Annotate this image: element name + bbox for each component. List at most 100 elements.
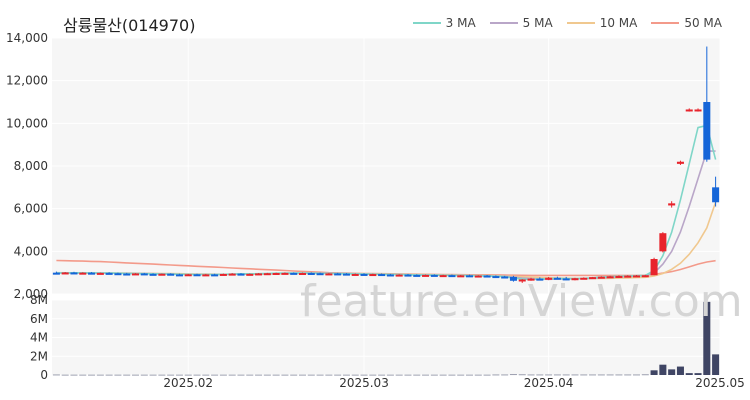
volume-bar: [140, 374, 148, 376]
candle-body: [149, 273, 157, 276]
volume-bar: [175, 374, 183, 376]
volume-bar: [483, 374, 491, 376]
volume-bar: [378, 374, 386, 376]
candle-body: [641, 275, 649, 278]
volume-bar: [202, 374, 210, 376]
candle-body: [79, 272, 87, 275]
volume-bar: [404, 374, 412, 376]
candle-body: [342, 273, 350, 276]
candle-body: [307, 272, 315, 275]
legend-label-ma50: 50 MA: [684, 16, 722, 30]
candle-body: [624, 275, 632, 278]
legend: 3 MA 5 MA 10 MA 50 MA: [412, 16, 722, 30]
candlesticks: [52, 46, 720, 283]
candle-body: [589, 277, 597, 280]
volume-bar: [668, 369, 676, 375]
volume-axis: 0 2M 4M 6M 8M: [30, 293, 48, 382]
candle-body: [712, 187, 720, 203]
volume-bar: [281, 374, 289, 376]
candle-body: [351, 273, 359, 276]
volume-bar: [685, 373, 693, 375]
volume-bar: [571, 374, 579, 376]
watermark: feature.enVieW.com: [300, 276, 743, 327]
candle-body: [140, 273, 148, 276]
candle-body: [553, 277, 561, 280]
volume-bar: [149, 374, 157, 376]
candle-body: [237, 273, 245, 276]
volume-bar: [712, 354, 720, 375]
chart-title: 삼륭물산(014970): [63, 16, 196, 35]
volume-bar: [501, 374, 509, 376]
candle-body: [632, 275, 641, 278]
candle-body: [360, 273, 368, 276]
volume-bar: [589, 374, 597, 376]
volume-bar: [290, 374, 298, 376]
volume-bar: [650, 370, 658, 375]
ma3-line: [56, 124, 717, 281]
volume-bar: [641, 374, 649, 376]
volume-bar: [597, 374, 605, 376]
legend-swatch-ma50: [651, 22, 680, 24]
legend-swatch-ma3: [412, 22, 441, 24]
legend-item-ma50[interactable]: 50 MA: [651, 16, 722, 30]
candle-body: [325, 273, 333, 276]
volume-bar: [395, 374, 403, 376]
volume-bar: [211, 374, 219, 376]
date-tick-label: 2025.02: [163, 376, 213, 390]
price-axis: 2,000 4,000 6,000 8,000 10,000 12,000 14,000: [6, 31, 48, 301]
volume-bar: [88, 374, 96, 376]
volume-bar: [307, 374, 315, 376]
candle-body: [193, 274, 201, 277]
volume-bar: [413, 374, 421, 376]
candle-body: [219, 273, 227, 276]
candle-body: [378, 274, 386, 277]
volume-bar: [96, 374, 104, 376]
candle-body: [668, 203, 676, 206]
volume-bar: [184, 374, 192, 376]
price-tick-label: 6,000: [14, 202, 48, 216]
volume-bar: [272, 374, 280, 376]
date-tick-label: 2025.03: [339, 376, 389, 390]
candle-body: [167, 273, 175, 276]
volume-bar: [457, 374, 465, 376]
candle-body: [448, 275, 456, 278]
price-tick-label: 8,000: [14, 159, 48, 173]
candle-body: [70, 272, 78, 275]
legend-item-ma10[interactable]: 10 MA: [566, 16, 637, 30]
candle-body: [536, 278, 544, 281]
volume-bar: [219, 374, 227, 376]
volume-bar: [255, 374, 263, 376]
candle-body: [580, 277, 588, 280]
volume-bar: [351, 374, 359, 376]
candle-body: [694, 109, 702, 112]
volume-bar: [316, 374, 324, 376]
legend-item-ma3[interactable]: 3 MA: [412, 16, 476, 30]
volume-bar: [114, 374, 122, 376]
candle-body: [395, 274, 403, 277]
legend-swatch-ma10: [566, 22, 595, 24]
volume-bar: [52, 374, 60, 376]
candle-body: [96, 272, 104, 275]
candle-body: [211, 274, 219, 277]
volume-bar: [676, 366, 684, 375]
legend-item-ma5[interactable]: 5 MA: [489, 16, 553, 30]
candle-body: [123, 273, 131, 276]
candle-body: [483, 275, 491, 278]
volume-bar: [79, 374, 87, 376]
volume-bar: [167, 374, 175, 376]
candle-body: [492, 276, 500, 279]
volume-bar: [360, 374, 368, 376]
volume-bar: [465, 374, 474, 376]
price-tick-label: 2,000: [14, 287, 48, 301]
volume-bar: [131, 374, 140, 376]
volume-bar: [632, 374, 641, 376]
candle-body: [685, 109, 693, 112]
candle-body: [606, 276, 614, 279]
volume-bar: [298, 374, 307, 376]
volume-bar: [694, 373, 702, 375]
candle-body: [457, 275, 465, 278]
volume-bar: [492, 374, 500, 376]
candle-body: [430, 274, 438, 277]
volume-bar: [263, 374, 271, 376]
volume-bar: [509, 374, 517, 376]
